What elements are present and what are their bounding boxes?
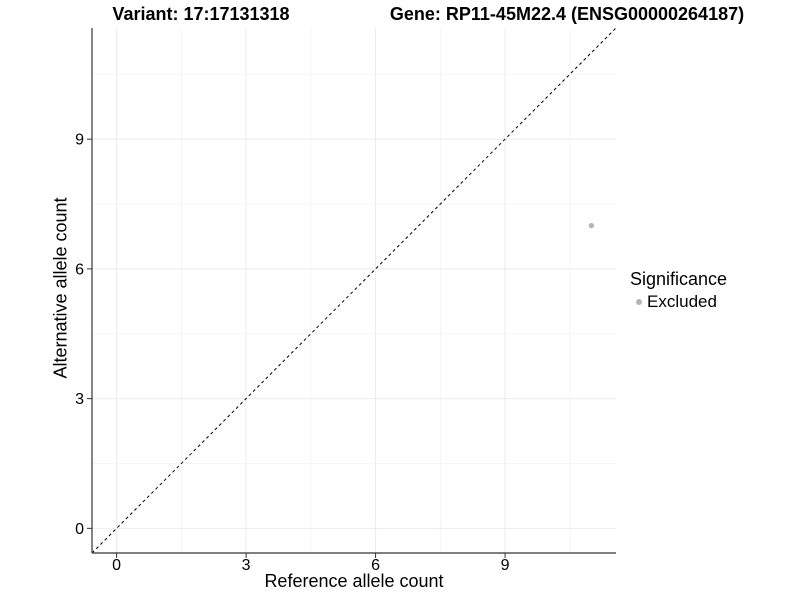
x-axis-title: Reference allele count [264,571,444,591]
legend-item-excluded: Excluded [630,292,727,311]
y-tick-label: 6 [75,261,84,278]
x-tick-label: 0 [112,557,121,574]
legend-point-swatch [636,298,642,305]
y-axis-title: Alternative allele count [50,197,71,379]
x-tick-label: 6 [371,557,380,574]
plot-title-gene: Gene: RP11-45M22.4 (ENSG00000264187) [389,4,745,24]
x-tick-label: 3 [242,557,251,574]
y-tick-label: 3 [75,391,84,408]
legend-title: Significance [630,269,728,289]
legend-item-label: Excluded [647,292,717,311]
y-tick-label: 9 [75,132,84,149]
plot-title-variant: Variant: 17:17131318 [112,4,290,24]
data-point [588,222,595,229]
legend: Significance Excluded [630,269,727,311]
identity-line [91,27,617,554]
y-tick-label: 0 [75,521,84,538]
x-tick-label: 9 [501,557,510,574]
